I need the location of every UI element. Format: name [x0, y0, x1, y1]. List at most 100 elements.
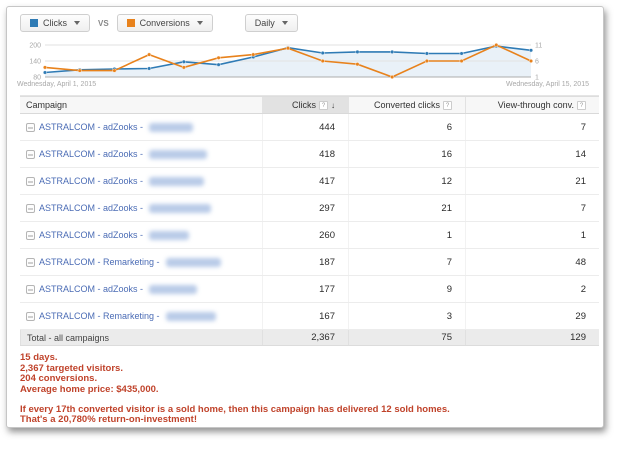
- campaign-cell: ASTRALCOM - adZooks -: [20, 222, 262, 248]
- interval-label: Daily: [254, 18, 275, 28]
- conversions-point: [390, 75, 395, 80]
- performance-chart: 200 140 80 11 6 1 Wednesday, April 1, 2015 Wedn…: [7, 34, 603, 89]
- campaign-link[interactable]: ASTRALCOM - adZooks -: [39, 149, 144, 159]
- conversions-metric-dropdown[interactable]: Conversions: [116, 14, 213, 32]
- converted-clicks-cell: 12: [348, 168, 465, 194]
- campaign-status-icon: [26, 122, 35, 132]
- chart-toolbar: Clicks VS Conversions Daily: [7, 7, 603, 34]
- total-converted-clicks: 75: [348, 330, 465, 345]
- campaign-summary-note: 15 days. 2,367 targeted visitors. 204 conv…: [20, 352, 590, 426]
- clicks-metric-dropdown[interactable]: Clicks: [20, 14, 90, 32]
- help-icon[interactable]: [443, 100, 452, 110]
- converted-clicks-cell: 9: [348, 276, 465, 302]
- sort-desc-icon: [331, 101, 335, 110]
- summary-line: That's a 20,780% return-on-investment!: [20, 414, 197, 426]
- column-header-converted-clicks[interactable]: Converted clicks: [348, 97, 465, 113]
- view-through-header-label: View-through conv.: [497, 100, 574, 110]
- clicks-cell: 444: [262, 114, 348, 140]
- conversions-point: [529, 59, 534, 64]
- campaign-header-label: Campaign: [26, 100, 68, 110]
- campaign-link[interactable]: ASTRALCOM - adZooks -: [39, 176, 144, 186]
- converted-clicks-cell: 6: [348, 114, 465, 140]
- view-through-cell: 7: [465, 114, 599, 140]
- clicks-color-square: [30, 19, 38, 27]
- clicks-point: [147, 66, 152, 71]
- campaign-link[interactable]: ASTRALCOM - Remarketing -: [39, 257, 160, 267]
- conversions-point: [320, 59, 325, 64]
- column-header-view-through[interactable]: View-through conv.: [465, 97, 599, 113]
- converted-clicks-cell: 16: [348, 141, 465, 167]
- campaign-cell: ASTRALCOM - adZooks -: [20, 141, 262, 167]
- view-through-cell: 21: [465, 168, 599, 194]
- conversions-point: [216, 55, 221, 60]
- clicks-point: [424, 51, 429, 56]
- table-row: ASTRALCOM - adZooks - 444 6 7: [20, 114, 599, 141]
- redacted-campaign-name: [149, 149, 208, 159]
- converted-clicks-cell: 7: [348, 249, 465, 275]
- dashboard-card: Clicks VS Conversions Daily 200 140 80 11 6 1…: [6, 6, 604, 428]
- summary-line: 15 days.: [20, 352, 58, 363]
- table-row: ASTRALCOM - Remarketing - 167 3 29: [20, 303, 599, 330]
- redacted-campaign-name: [149, 230, 190, 240]
- conversions-point: [181, 65, 186, 70]
- clicks-cell: 187: [262, 249, 348, 275]
- converted-clicks-cell: 21: [348, 195, 465, 221]
- clicks-point: [216, 62, 221, 67]
- converted-clicks-header-label: Converted clicks: [373, 100, 440, 110]
- redacted-campaign-name: [149, 122, 194, 132]
- campaign-link[interactable]: ASTRALCOM - Remarketing -: [39, 311, 160, 321]
- summary-line: Average home price: $435,000.: [20, 383, 159, 395]
- view-through-cell: 14: [465, 141, 599, 167]
- interval-dropdown[interactable]: Daily: [244, 14, 298, 32]
- clicks-point: [390, 49, 395, 54]
- campaign-cell: ASTRALCOM - adZooks -: [20, 195, 262, 221]
- help-icon[interactable]: [577, 100, 586, 110]
- conversions-point: [112, 68, 117, 73]
- clicks-cell: 260: [262, 222, 348, 248]
- clicks-point: [181, 59, 186, 64]
- clicks-point: [529, 48, 534, 53]
- x-axis-start-label: Wednesday, April 1, 2015: [17, 81, 96, 88]
- total-label: Total - all campaigns: [20, 330, 262, 345]
- campaign-cell: ASTRALCOM - Remarketing -: [20, 249, 262, 275]
- campaign-link[interactable]: ASTRALCOM - adZooks -: [39, 203, 144, 213]
- campaign-table: Campaign Clicks Converted clicks View-th…: [20, 95, 599, 346]
- campaign-status-icon: [26, 230, 35, 240]
- redacted-campaign-name: [149, 284, 198, 294]
- chart-svg: 200 140 80 11 6 1 Wednesday, April 1, 2015 Wedn…: [17, 43, 589, 89]
- clicks-header-label: Clicks: [292, 100, 316, 110]
- left-axis-tick-label: 140: [29, 59, 41, 66]
- conversions-metric-label: Conversions: [139, 18, 190, 28]
- redacted-campaign-name: [149, 176, 205, 186]
- table-row: ASTRALCOM - adZooks -260 1 1: [20, 222, 599, 249]
- campaign-link[interactable]: ASTRALCOM - adZooks -: [39, 230, 144, 240]
- x-axis-end-label: Wednesday, April 15, 2015: [506, 81, 589, 88]
- view-through-cell: 48: [465, 249, 599, 275]
- clicks-cell: 417: [262, 168, 348, 194]
- table-row: ASTRALCOM - adZooks - 177 9 2: [20, 276, 599, 303]
- table-row: ASTRALCOM - adZooks - 418 16 14: [20, 141, 599, 168]
- view-through-cell: 2: [465, 276, 599, 302]
- clicks-cell: 177: [262, 276, 348, 302]
- campaign-status-icon: [26, 176, 35, 186]
- right-axis-tick-label: 1: [535, 75, 539, 82]
- column-header-campaign[interactable]: Campaign: [20, 97, 262, 113]
- conversions-point: [77, 68, 82, 73]
- clicks-point: [355, 49, 360, 54]
- column-header-clicks[interactable]: Clicks: [262, 97, 348, 113]
- campaign-status-icon: [26, 284, 35, 294]
- clicks-metric-label: Clicks: [43, 18, 67, 28]
- view-through-cell: 1: [465, 222, 599, 248]
- right-axis-tick-label: 6: [535, 59, 539, 66]
- conversions-point: [355, 62, 360, 67]
- campaign-cell: ASTRALCOM - Remarketing -: [20, 303, 262, 329]
- clicks-cell: 167: [262, 303, 348, 329]
- redacted-campaign-name: [165, 311, 216, 321]
- right-axis-tick-label: 11: [535, 43, 542, 50]
- conversions-point: [424, 59, 429, 64]
- conversions-point: [251, 52, 256, 57]
- help-icon[interactable]: [319, 100, 328, 110]
- campaign-link[interactable]: ASTRALCOM - adZooks -: [39, 284, 144, 294]
- campaign-link[interactable]: ASTRALCOM - adZooks -: [39, 122, 144, 132]
- clicks-point: [43, 70, 48, 75]
